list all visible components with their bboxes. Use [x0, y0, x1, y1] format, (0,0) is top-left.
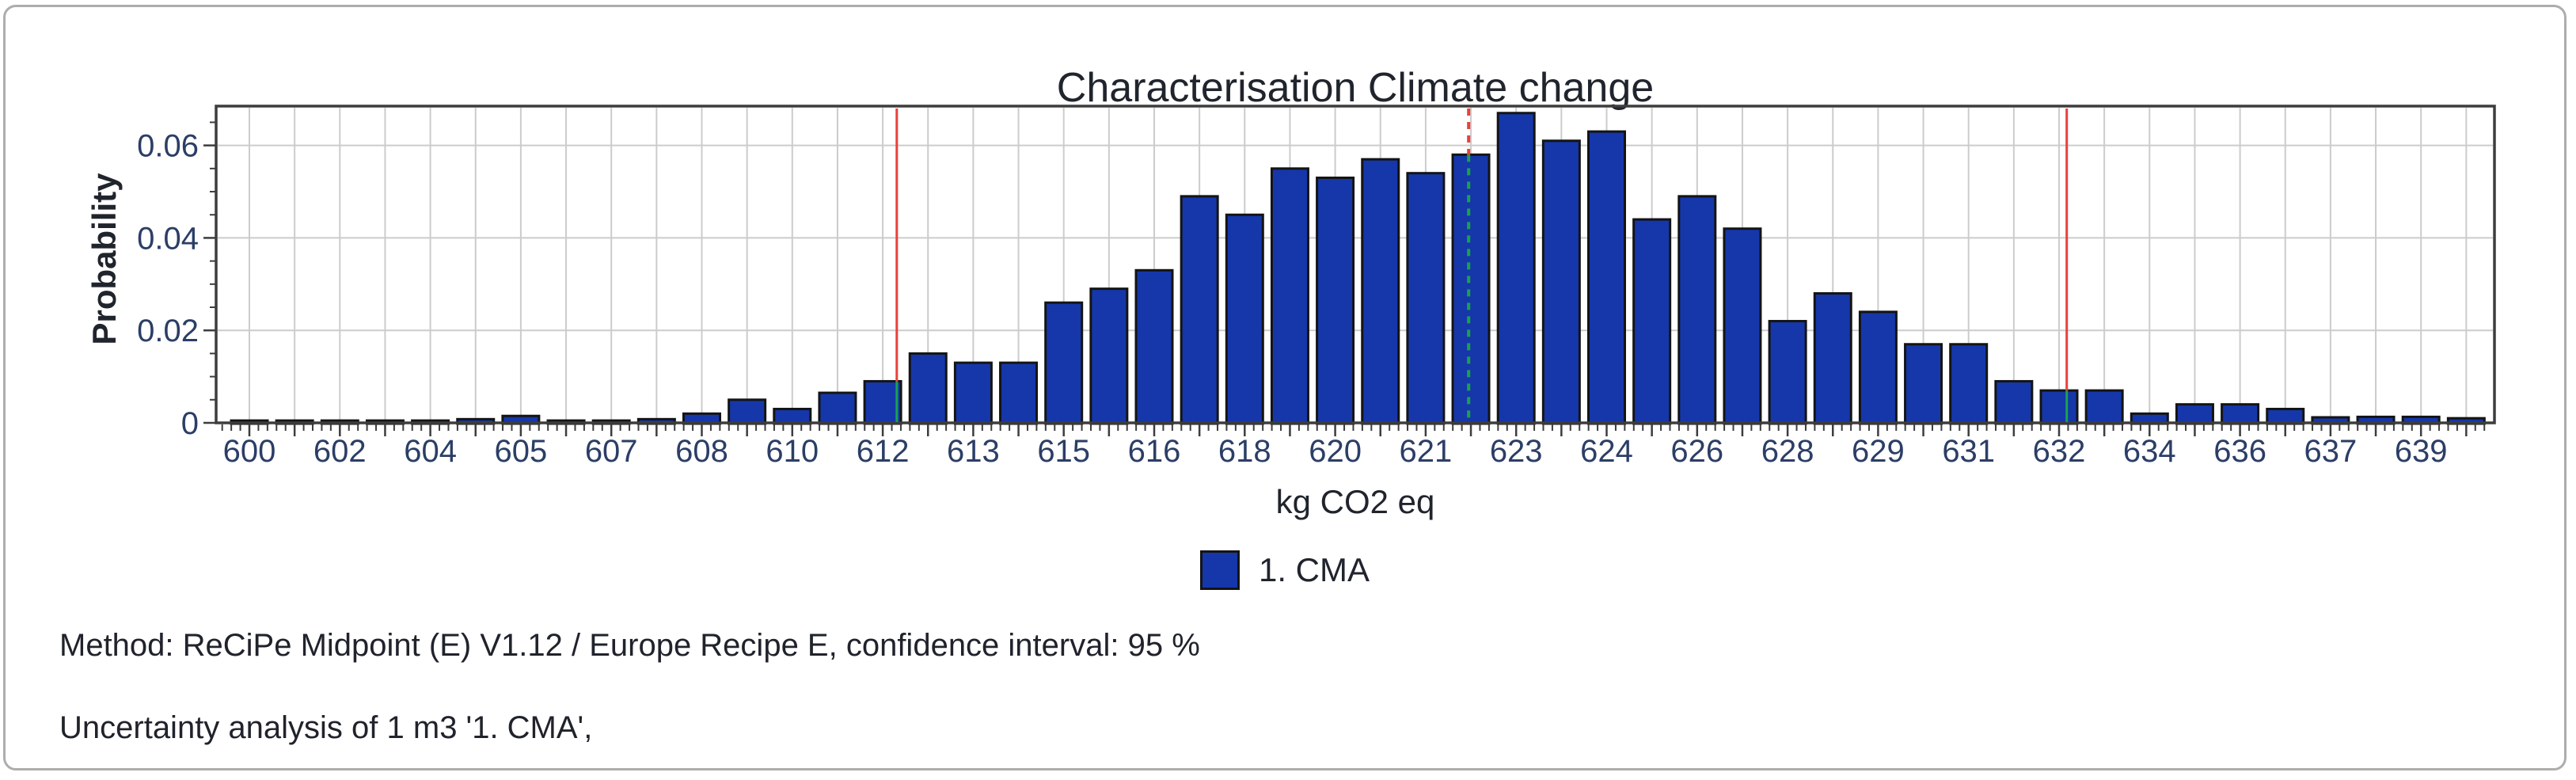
- x-tick-label: 618: [1218, 434, 1271, 469]
- y-tick-label: 0.06: [137, 129, 199, 164]
- x-tick-label: 624: [1580, 434, 1633, 469]
- bar: [2084, 389, 2124, 425]
- bar: [2266, 407, 2305, 425]
- bar: [1270, 167, 1309, 425]
- x-tick-label: 607: [585, 434, 638, 469]
- bar: [1361, 158, 1400, 425]
- bar: [1225, 213, 1264, 425]
- bar: [818, 391, 857, 425]
- x-tick-label: 636: [2213, 434, 2266, 469]
- bar: [728, 398, 767, 425]
- legend-label: 1. CMA: [1258, 551, 1370, 588]
- y-tick-label: 0.04: [137, 221, 199, 256]
- bar: [2039, 389, 2079, 425]
- bar: [1858, 310, 1898, 425]
- chart-title: Characterisation Climate change: [1056, 65, 1655, 111]
- bar: [1451, 153, 1491, 425]
- x-tick-label: 604: [404, 434, 457, 469]
- x-tick-label: 629: [1852, 434, 1905, 469]
- uncertainty-chart-panel: Characterisation Climate change Probabil…: [3, 5, 2567, 770]
- bar: [1089, 287, 1129, 425]
- x-tick-label: 600: [223, 434, 276, 469]
- bar: [1994, 379, 2034, 425]
- x-tick-label: 620: [1309, 434, 1362, 469]
- x-tick-label: 632: [2033, 434, 2086, 469]
- bar: [2175, 403, 2214, 425]
- bar: [1044, 301, 1084, 425]
- y-tick-label: 0: [181, 406, 199, 441]
- x-tick-label: 605: [495, 434, 548, 469]
- bar: [908, 352, 948, 425]
- histogram-plot: 600 602 604 605 607 608 610 612 613 615 616 618 620 6…: [137, 105, 2496, 469]
- x-tick-label: 602: [313, 434, 367, 469]
- bar: [1904, 343, 1943, 425]
- legend: 1. CMA: [6, 550, 2564, 590]
- bar: [1180, 195, 1219, 425]
- bar: [1316, 177, 1355, 425]
- legend-swatch-cma: [1199, 550, 1240, 590]
- plot-frame: [215, 105, 2496, 424]
- bar: [999, 361, 1039, 425]
- x-tick-label: 613: [947, 434, 1000, 469]
- bar: [1541, 139, 1581, 425]
- x-tick-label: 621: [1400, 434, 1453, 469]
- y-tick-label: 0.02: [137, 314, 199, 348]
- bar: [1768, 320, 1807, 425]
- x-tick-label: 608: [675, 434, 728, 469]
- bar: [1677, 195, 1717, 425]
- x-tick-label: 628: [1761, 434, 1814, 469]
- method-note: Method: ReCiPe Midpoint (E) V1.12 / Euro…: [59, 628, 1200, 663]
- bar: [1134, 268, 1174, 425]
- x-tick-label: 610: [766, 434, 819, 469]
- bar: [1813, 291, 1852, 425]
- bar: [1406, 172, 1446, 425]
- bar: [2221, 403, 2260, 425]
- bar: [1949, 343, 1989, 425]
- x-tick-label: 616: [1128, 434, 1181, 469]
- x-tick-label: 615: [1037, 434, 1090, 469]
- bar: [1723, 227, 1762, 425]
- x-tick-label: 626: [1670, 434, 1723, 469]
- x-tick-label: 637: [2304, 434, 2358, 469]
- x-tick-label: 623: [1490, 434, 1543, 469]
- bar: [1632, 218, 1672, 425]
- bar: [1496, 112, 1536, 425]
- bar: [773, 407, 812, 425]
- bar: [953, 361, 993, 425]
- bar: [863, 379, 902, 425]
- x-tick-label: 631: [1942, 434, 1995, 469]
- x-tick-label: 612: [857, 434, 910, 469]
- x-tick-label: 634: [2123, 434, 2176, 469]
- x-tick-label: 639: [2395, 434, 2448, 469]
- analysis-note: Uncertainty analysis of 1 m3 '1. CMA',: [59, 710, 593, 745]
- x-axis-title: kg CO2 eq: [1275, 483, 1435, 520]
- bar: [1587, 130, 1626, 425]
